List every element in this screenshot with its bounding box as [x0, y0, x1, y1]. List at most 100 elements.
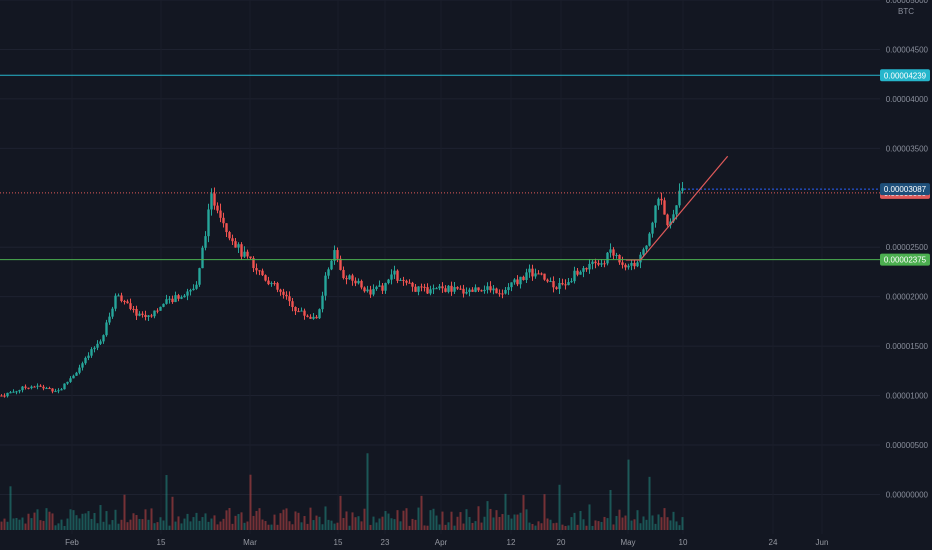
candle-body: [246, 251, 249, 257]
candle-body: [285, 294, 288, 297]
candle-body: [294, 306, 297, 312]
candle-body: [42, 386, 45, 389]
candle-body: [441, 286, 444, 289]
candle-body: [72, 375, 75, 379]
candle-body: [117, 295, 120, 297]
candle-body: [540, 273, 543, 275]
candle-body: [228, 232, 231, 239]
volume-bar: [534, 525, 537, 530]
candle-body: [636, 262, 639, 267]
candle-body: [225, 223, 228, 233]
volume-bar: [549, 519, 552, 530]
candle-body: [474, 287, 477, 292]
candle-body: [282, 291, 285, 295]
candle-body: [132, 308, 135, 310]
candle-body: [663, 200, 666, 215]
volume-bar: [144, 509, 147, 530]
candle-body: [408, 282, 411, 284]
volume-bar: [24, 523, 27, 530]
candle-body: [201, 247, 204, 269]
candle-body: [354, 280, 357, 284]
x-tick-label: Jun: [816, 538, 829, 547]
volume-bar: [480, 522, 483, 530]
price-tag-label: 0.00004239: [884, 71, 927, 80]
volume-bar: [66, 518, 69, 530]
x-tick-label: 15: [334, 538, 343, 547]
volume-bar: [561, 524, 564, 530]
candle-body: [360, 280, 363, 288]
volume-bar: [363, 508, 366, 530]
volume-bar: [57, 523, 60, 530]
volume-bar: [669, 520, 672, 530]
volume-bar: [288, 521, 291, 530]
volume-bar: [567, 525, 570, 530]
candle-body: [186, 291, 189, 296]
volume-bar: [639, 523, 642, 530]
y-tick-label: 0.00005000: [886, 0, 929, 5]
volume-bar: [99, 505, 102, 530]
volume-bar: [453, 525, 456, 530]
volume-bar: [195, 512, 198, 530]
candle-body: [609, 249, 612, 253]
y-tick-label: 0.00001000: [886, 392, 929, 401]
candle-body: [321, 295, 324, 310]
volume-bar: [198, 520, 201, 530]
candle-body: [633, 262, 636, 267]
candle-body: [438, 286, 441, 289]
y-tick-label: 0.00004500: [886, 45, 929, 54]
volume-bar: [624, 515, 627, 530]
volume-bar: [159, 517, 162, 530]
volume-bar: [483, 516, 486, 530]
candle-body: [597, 263, 600, 265]
price-tag: [880, 69, 930, 82]
candle-body: [312, 316, 315, 319]
candle-body: [393, 270, 396, 275]
candle-body: [651, 222, 654, 234]
candle-body: [48, 388, 51, 390]
volume-bar: [276, 524, 279, 530]
volume-bar: [588, 504, 591, 530]
volume-bar: [528, 522, 531, 530]
candle-body: [252, 258, 255, 269]
volume-bar: [141, 519, 144, 530]
volume-bar: [369, 524, 372, 530]
volume-bar: [552, 523, 555, 530]
candle-body: [234, 241, 237, 248]
candle-body: [78, 367, 81, 373]
volume-bar: [354, 517, 357, 530]
candle-body: [327, 269, 330, 276]
candle-body: [63, 383, 66, 390]
volume-bar: [252, 515, 255, 530]
volume-bar: [165, 475, 168, 530]
volume-bar: [270, 524, 273, 530]
volume-bar: [576, 524, 579, 530]
candle-body: [579, 271, 582, 275]
candle-body: [639, 254, 642, 263]
candle-body: [675, 205, 678, 215]
candle-body: [0, 395, 3, 397]
candle-body: [348, 275, 351, 280]
volume-bar: [462, 523, 465, 530]
candle-body: [525, 272, 528, 280]
volume-bar: [642, 516, 645, 530]
candle-body: [333, 250, 336, 261]
candle-body: [564, 284, 567, 286]
volume-bar: [297, 512, 300, 530]
y-tick-label: 0.00003500: [886, 144, 929, 153]
price-tag-label: 0.00002375: [884, 256, 927, 265]
candle-body: [54, 391, 57, 393]
volume-bar: [342, 517, 345, 530]
candle-body: [270, 283, 273, 285]
candle-body: [306, 315, 309, 317]
volume-bar: [657, 514, 660, 530]
candle-body: [435, 288, 438, 290]
candle-body: [129, 303, 132, 309]
candle-body: [678, 190, 681, 206]
volume-bar: [474, 521, 477, 530]
candle-body: [648, 233, 651, 246]
candle-body: [618, 254, 621, 263]
candle-body: [36, 385, 39, 387]
volume-bar: [279, 513, 282, 530]
candle-body: [507, 287, 510, 290]
